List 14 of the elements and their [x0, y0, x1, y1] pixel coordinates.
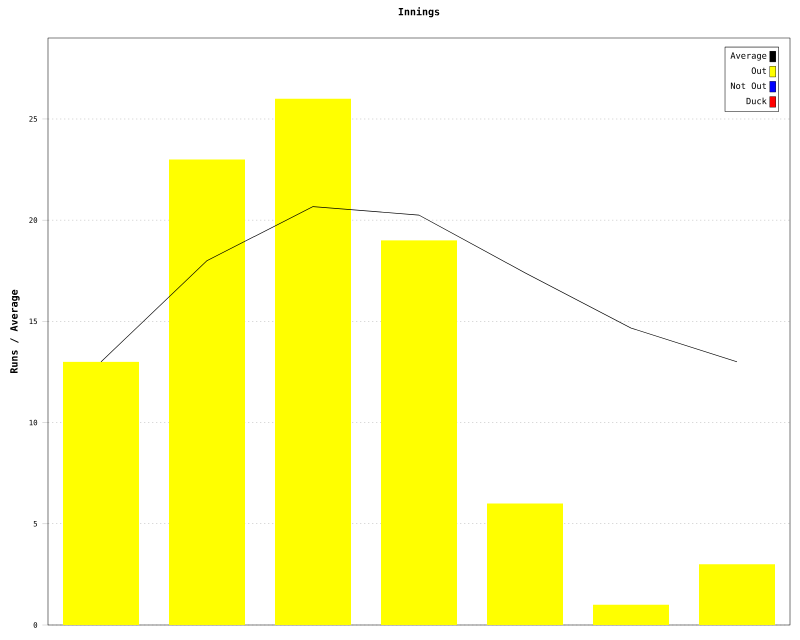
bar	[275, 98, 352, 626]
legend-label: Out	[752, 67, 766, 74]
bar	[63, 362, 140, 626]
bar	[699, 564, 776, 626]
line-series	[100, 206, 738, 362]
bar	[487, 504, 563, 626]
bar	[169, 159, 246, 626]
legend-label: Average	[730, 52, 766, 61]
y-axis-title: Runs / Average	[10, 290, 20, 373]
legend-label: Not Out	[730, 82, 766, 90]
bar	[381, 240, 458, 626]
chart-title: Innings	[398, 7, 440, 18]
legend-label: Duck	[746, 98, 767, 104]
bar	[593, 604, 669, 626]
